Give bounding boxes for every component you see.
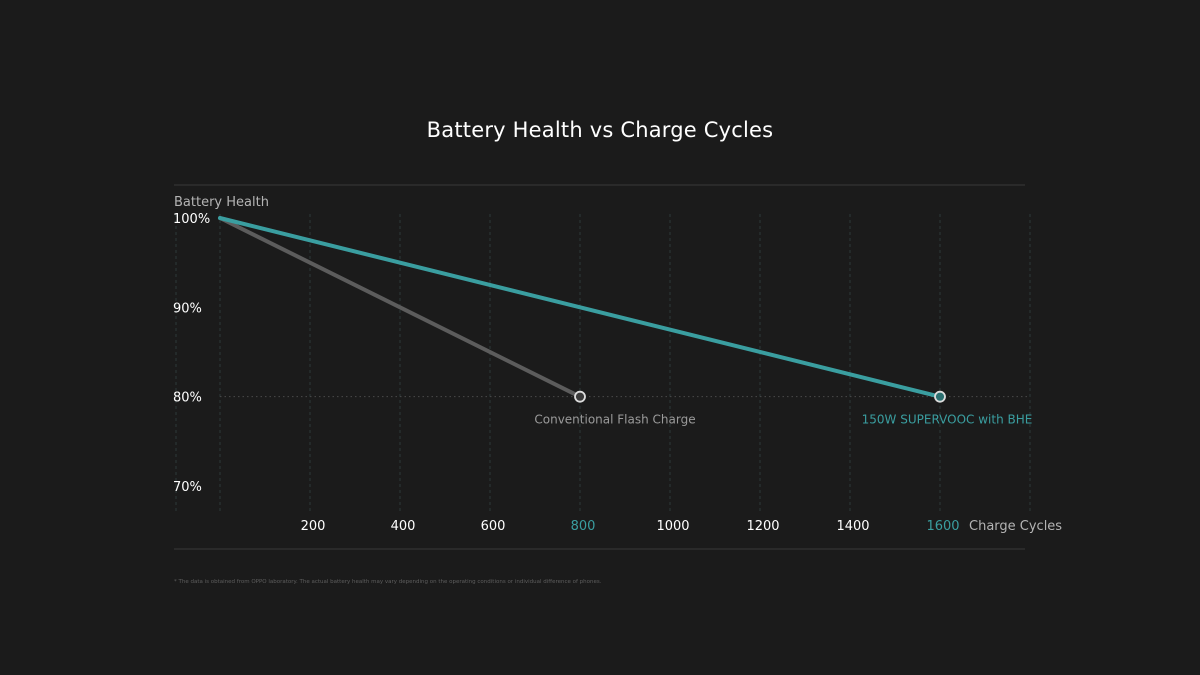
x-tick-label: 400 — [391, 519, 416, 534]
series-label: 150W SUPERVOOC with BHE — [862, 413, 1033, 427]
y-tick-label: 70% — [173, 480, 202, 495]
footnote: * The data is obtained from OPPO laborat… — [174, 579, 602, 585]
y-tick-label: 80% — [173, 391, 202, 406]
series-line — [218, 216, 582, 399]
y-tick-label: 90% — [173, 301, 202, 316]
y-tick-label: 100% — [173, 212, 210, 227]
series-label: Conventional Flash Charge — [534, 413, 695, 427]
x-tick-label: 1000 — [656, 519, 689, 534]
series-line — [218, 216, 942, 399]
x-tick-label: 600 — [481, 519, 506, 534]
x-tick-label: 200 — [301, 519, 326, 534]
x-tick-label: 1600 — [926, 519, 959, 534]
y-axis-label: Battery Health — [174, 195, 269, 210]
x-tick-label: 800 — [571, 519, 596, 534]
series-endpoint-marker — [934, 390, 946, 403]
x-tick-label: 1400 — [836, 519, 869, 534]
series-endpoint-marker — [574, 390, 586, 403]
chart-title: Battery Health vs Charge Cycles — [426, 118, 774, 142]
x-tick-label: 1200 — [746, 519, 779, 534]
x-axis-label: Charge Cycles — [969, 519, 1062, 534]
